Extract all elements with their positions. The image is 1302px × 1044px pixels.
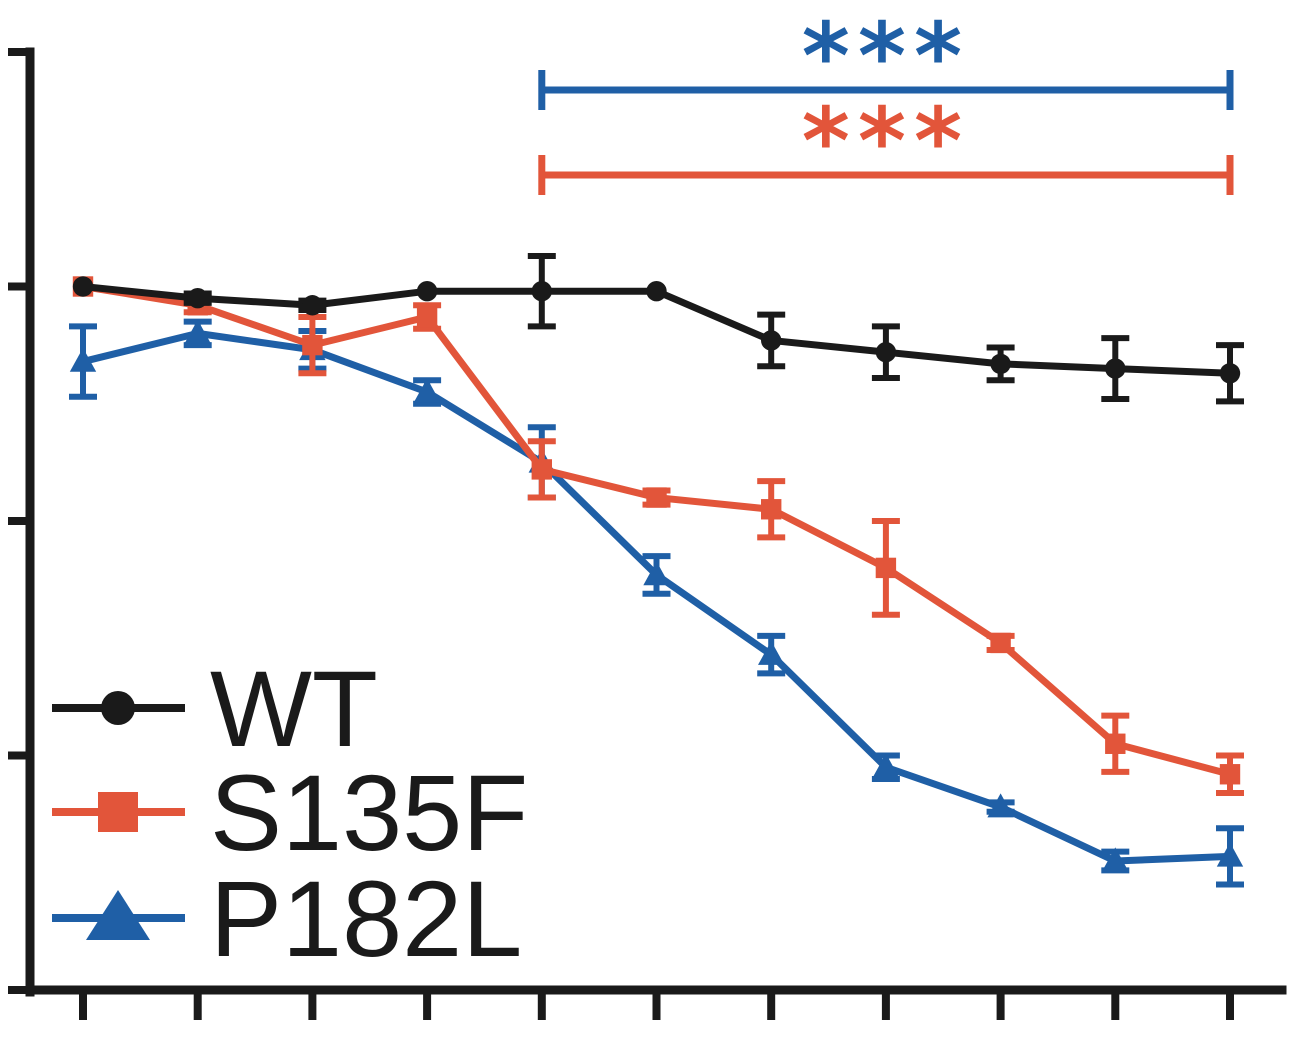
data-point-square (1105, 733, 1126, 754)
data-point-circle (1105, 358, 1126, 379)
significance-label: *** (802, 88, 970, 195)
data-point-circle (302, 295, 323, 316)
data-point-triangle (1216, 842, 1244, 867)
data-point-circle (761, 330, 782, 351)
legend-marker-triangle (86, 890, 150, 940)
data-point-triangle (1102, 847, 1129, 872)
data-point-circle (187, 288, 208, 309)
data-point-square (875, 557, 897, 579)
data-point-square (646, 487, 667, 508)
data-point-triangle (184, 319, 211, 344)
data-point-circle (72, 276, 94, 297)
data-point-square (302, 334, 323, 356)
axes (8, 47, 1287, 1020)
legend-label: S135F (210, 752, 528, 873)
data-point-circle (531, 280, 552, 302)
legend-item-wt: WT (52, 648, 378, 769)
significance-label: *** (802, 3, 970, 110)
data-point-circle (875, 341, 897, 363)
data-point-triangle (987, 793, 1014, 818)
legend-item-s135f: S135F (52, 752, 528, 873)
legend-label: P182L (210, 858, 522, 979)
legend-marker-circle (101, 691, 135, 725)
series-wt (72, 253, 1244, 405)
data-point-square (416, 306, 438, 328)
legend-label: WT (210, 648, 378, 769)
data-point-square (531, 459, 552, 480)
data-point-square (990, 632, 1011, 654)
data-point-circle (1219, 363, 1241, 384)
data-point-triangle (643, 561, 670, 586)
data-point-triangle (872, 753, 900, 778)
data-point-triangle (758, 640, 785, 665)
legend-item-p182l: P182L (52, 858, 522, 979)
data-point-circle (646, 280, 667, 302)
data-point-circle (416, 280, 438, 302)
data-point-circle (990, 353, 1011, 375)
data-point-triangle (69, 347, 97, 372)
data-point-square (761, 499, 782, 520)
series-group (69, 253, 1244, 888)
significance-brackets: ****** (538, 3, 1234, 195)
data-point-triangle (413, 378, 441, 403)
data-point-square (1219, 764, 1241, 785)
legend-marker-square (98, 792, 138, 832)
